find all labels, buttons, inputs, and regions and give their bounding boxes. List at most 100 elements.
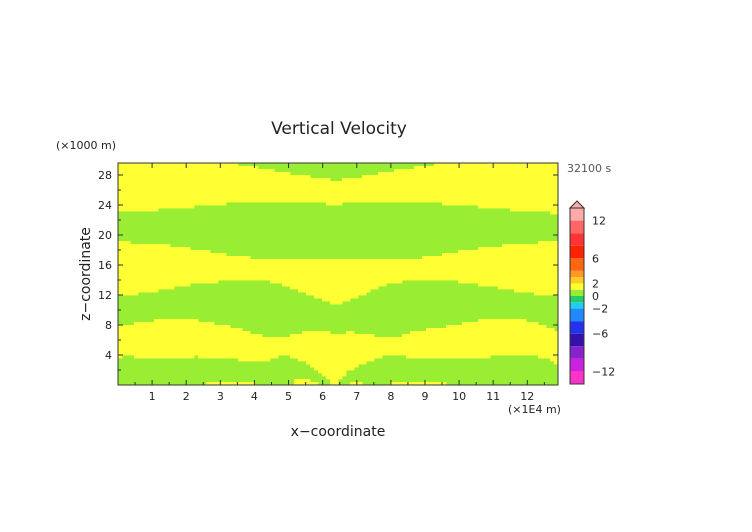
field-cell <box>274 277 279 281</box>
field-cell <box>222 340 227 344</box>
field-cell <box>378 355 383 359</box>
field-cell <box>506 178 511 182</box>
field-cell <box>230 343 235 347</box>
field-cell <box>318 295 323 299</box>
field-cell <box>470 199 475 203</box>
field-cell <box>474 187 479 191</box>
field-cell <box>238 175 243 179</box>
field-cell <box>130 259 135 263</box>
field-cell <box>542 241 547 245</box>
field-cell <box>490 280 495 284</box>
field-cell <box>178 181 183 185</box>
field-cell <box>466 325 471 329</box>
field-cell <box>466 355 471 359</box>
field-cell <box>462 274 467 278</box>
field-cell <box>358 286 363 290</box>
field-cell <box>510 352 515 356</box>
field-cell <box>150 343 155 347</box>
field-cell <box>330 298 335 302</box>
field-cell <box>538 340 543 344</box>
field-cell <box>294 355 299 359</box>
field-cell <box>366 268 371 272</box>
field-cell <box>122 166 127 170</box>
field-cell <box>514 202 519 206</box>
field-cell <box>502 205 507 209</box>
colorbar-level <box>570 333 584 347</box>
field-cell <box>550 334 555 338</box>
field-cell <box>142 262 147 266</box>
field-cell <box>222 193 227 197</box>
field-cell <box>446 265 451 269</box>
field-cell <box>230 346 235 350</box>
field-cell <box>182 196 187 200</box>
field-cell <box>306 178 311 182</box>
field-cell <box>158 250 163 254</box>
field-cell <box>382 277 387 281</box>
field-cell <box>530 256 535 260</box>
field-cell <box>298 268 303 272</box>
field-cell <box>314 292 319 296</box>
field-cell <box>138 265 143 269</box>
field-cell <box>418 340 423 344</box>
field-cell <box>486 283 491 287</box>
field-cell <box>446 349 451 353</box>
field-cell <box>166 265 171 269</box>
field-cell <box>242 169 247 173</box>
field-cell <box>338 187 343 191</box>
field-cell <box>262 175 267 179</box>
field-cell <box>510 346 515 350</box>
field-cell <box>322 346 327 350</box>
field-cell <box>170 265 175 269</box>
field-cell <box>258 172 263 176</box>
field-cell <box>238 382 243 386</box>
field-cell <box>330 334 335 338</box>
field-cell <box>518 190 523 194</box>
field-cell <box>442 187 447 191</box>
field-cell <box>334 298 339 302</box>
field-cell <box>230 265 235 269</box>
field-cell <box>210 328 215 332</box>
field-cell <box>330 202 335 206</box>
field-cell <box>522 337 527 341</box>
field-cell <box>458 256 463 260</box>
field-cell <box>322 370 327 374</box>
field-cell <box>190 163 195 167</box>
field-cell <box>550 199 555 203</box>
field-cell <box>538 283 543 287</box>
field-cell <box>538 355 543 359</box>
field-cell <box>326 364 331 368</box>
field-cell <box>442 166 447 170</box>
field-cell <box>170 253 175 257</box>
field-cell <box>262 352 267 356</box>
field-cell <box>274 265 279 269</box>
field-cell <box>350 361 355 365</box>
field-cell <box>134 274 139 278</box>
field-cell <box>454 169 459 173</box>
field-cell <box>326 346 331 350</box>
field-cell <box>390 352 395 356</box>
field-cell <box>174 247 179 251</box>
field-cell <box>230 166 235 170</box>
field-cell <box>538 334 543 338</box>
field-cell <box>494 184 499 188</box>
field-cell <box>122 244 127 248</box>
field-cell <box>246 337 251 341</box>
field-cell <box>438 340 443 344</box>
field-cell <box>442 355 447 359</box>
field-cell <box>218 184 223 188</box>
field-cell <box>430 190 435 194</box>
field-cell <box>414 346 419 350</box>
field-cell <box>318 190 323 194</box>
field-cell <box>210 256 215 260</box>
field-cell <box>194 340 199 344</box>
field-cell <box>238 259 243 263</box>
field-cell <box>178 331 183 335</box>
field-cell <box>526 247 531 251</box>
field-cell <box>202 262 207 266</box>
field-cell <box>518 325 523 329</box>
field-cell <box>234 346 239 350</box>
field-cell <box>502 328 507 332</box>
field-cell <box>366 265 371 269</box>
field-cell <box>554 253 559 257</box>
field-cell <box>158 262 163 266</box>
